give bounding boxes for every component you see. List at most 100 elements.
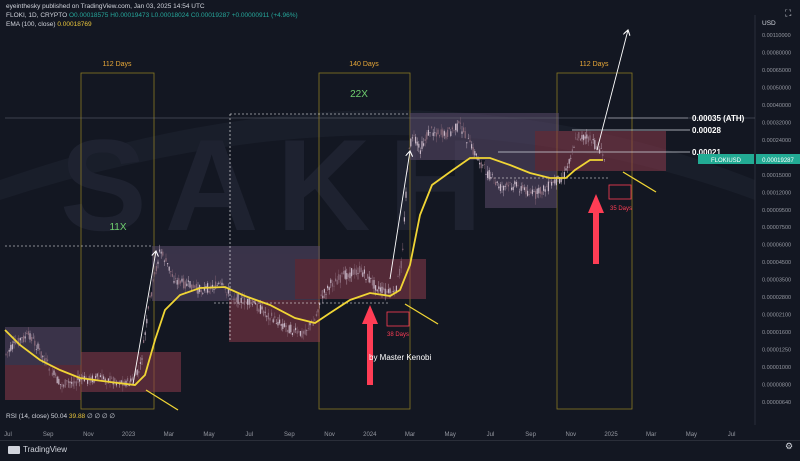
symbol-label[interactable]: FLOKI, 1D, CRYPTO [6,12,68,19]
candle-body [573,147,575,148]
time-tick-label: Nov [565,432,576,438]
candle-body [75,381,77,386]
candle-body [589,135,591,141]
candle-body [501,186,503,188]
tradingview-logo[interactable]: TradingView [8,445,67,454]
candle-body [291,333,293,335]
price-tick-label: 0.00000640 [762,400,791,406]
candle-body [483,164,485,165]
price-chart[interactable]: SAKH USD 112 Days 140 Days 112 Days [0,0,800,440]
candle-body [304,329,306,335]
candle-body [595,146,597,150]
candle-body [507,184,509,187]
maximize-icon[interactable]: ⛶ [785,8,792,18]
projection-arrow-1 [132,251,156,385]
candle-body [579,138,581,140]
days-a-label: 38 Days [387,332,409,338]
candle-body [223,283,225,285]
candle-body [591,141,593,144]
time-tick-label: Mar [164,432,174,438]
candle-body [178,278,180,285]
red-arrow-2 [588,194,604,264]
candle-body [23,335,25,343]
candle-body [323,289,325,293]
price-tick-label: 0.00032000 [762,120,791,126]
candle-body [192,284,194,288]
candle-body [370,277,372,279]
candle-body [184,281,186,289]
candle-body [82,375,84,379]
candle-body [194,285,196,288]
settings-gear-icon[interactable]: ⚙ [785,441,794,451]
candle-body [402,248,404,250]
candle-body [287,329,289,332]
candle-body [88,375,90,381]
candle-body [139,362,141,364]
candle-body [475,153,477,156]
candle-body [538,187,540,194]
candle-body [242,296,244,298]
tradingview-icon [8,445,20,454]
trend-arrow-3 [622,171,657,193]
candle-body [243,297,245,305]
candle-body [346,273,348,280]
candle-body [416,141,418,146]
trend-arrow-1 [145,389,179,411]
candle-body [565,168,567,171]
candle-body [64,379,66,388]
candle-body [325,294,327,295]
candle-body [367,274,369,279]
candle-body [463,127,465,133]
candle-body [307,328,309,329]
candle-body [69,381,71,383]
candle-body [111,377,113,379]
candle-body [67,381,69,383]
candle-body [488,170,490,180]
time-tick-label: Nov [324,432,335,438]
candle-body [603,159,605,161]
rsi-line[interactable]: RSI (14, close) 50.04 39.88 ∅ ∅ ∅ ∅ [6,412,115,420]
candle-body [135,370,137,376]
candle-body [365,279,367,281]
candle-body [314,319,316,321]
candle-body [58,378,60,385]
candle-body [315,314,317,316]
candle-body [440,129,442,135]
projection-arrow-3 [596,30,628,151]
candle-body [181,278,183,282]
candle-body [528,194,530,195]
price-tick-label: 0.00050000 [762,85,791,91]
candle-body [571,149,573,152]
ema-value: 0.00018769 [57,21,92,28]
candle-body [18,337,20,347]
candle-body [42,355,44,358]
candle-body [435,132,437,137]
candle-body [339,274,341,283]
candle-body [189,281,191,288]
candle-body [163,260,165,262]
ema-line[interactable]: EMA (100, close) 0.00018769 [6,21,92,28]
candle-body [31,337,33,342]
level-028-label: 0.00028 [692,126,721,135]
candle-body [447,129,449,137]
candle-body [499,184,501,191]
candle-body [559,177,561,184]
candle-body [293,329,295,333]
candle-body [570,157,572,159]
candle-body [453,130,455,131]
price-axis-ticks: 0.00110000 0.00080000 0.00065000 0.00050000… [762,33,791,406]
candle-body [213,288,215,290]
candle-body [362,272,364,277]
rsi-value-1: 50.04 [50,413,68,420]
candle-body [371,280,373,286]
time-tick-label: Jul [245,432,253,438]
price-tick-label: 0.00001000 [762,365,791,371]
candle-body [71,382,73,384]
candle-body [562,176,564,178]
price-tick-label: 0.00015000 [762,173,791,179]
candle-body [431,126,433,128]
candle-body [303,331,305,334]
cycle-column-3: 112 Days [556,61,633,410]
candle-body [527,190,529,196]
candle-body [183,278,185,289]
